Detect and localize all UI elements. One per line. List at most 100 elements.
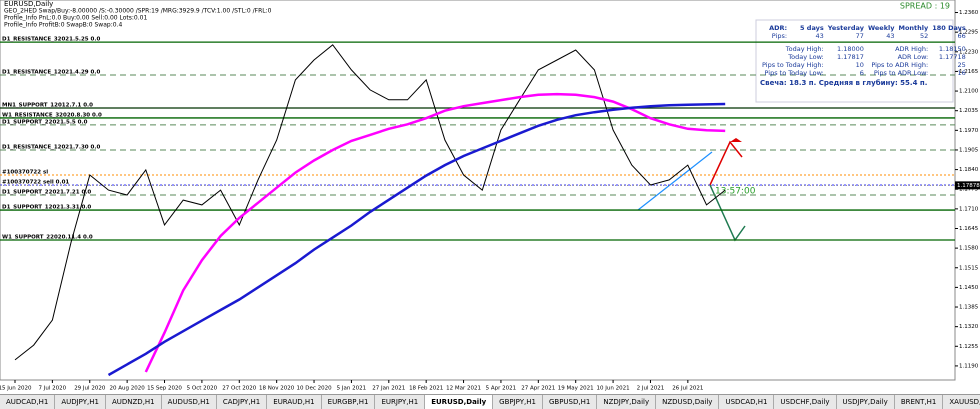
level-label: #100370722 sell 0.01 xyxy=(2,179,69,185)
info-cell: Pips to Today Low: xyxy=(764,69,824,77)
y-tick-label: 1.1190 xyxy=(959,363,979,369)
x-tick-label: 10 Jun 2021 xyxy=(597,386,630,392)
info-row: Pips to Today High: 10 Pips to ADR High: 25 xyxy=(760,61,968,69)
tab-bar: AUDCAD,H1 AUDJPY,H1 AUDNZD,H1 AUDUSD,H1 CADJ… xyxy=(0,394,980,409)
y-tick-label: 1.2035 xyxy=(959,108,979,114)
x-tick-label: 5 Apr 2021 xyxy=(486,386,517,392)
y-tick-label: 1.2165 xyxy=(959,69,979,75)
level-label: D1_RESISTANCE_12021.7.30 0.0 xyxy=(2,144,100,150)
chart-tab[interactable]: GBPJPY,H1 xyxy=(493,395,543,409)
level-label: D1_RESISTANCE_32021.5.25 0.0 xyxy=(2,37,100,43)
spread-label: SPREAD : 19 xyxy=(900,2,950,11)
info-cell: 66 xyxy=(957,32,966,40)
info-panel-bg xyxy=(755,19,954,103)
info-row: Pips: 43 77 43 52 66 xyxy=(760,32,968,40)
chart-title: EURUSD,Daily xyxy=(4,0,53,8)
x-tick-label: 18 Feb 2021 xyxy=(409,386,443,392)
y-tick-label: 1.2360 xyxy=(959,10,979,16)
x-tick-label: 5 Jan 2021 xyxy=(337,386,366,392)
chart-tab[interactable]: AUDCAD,H1 xyxy=(0,395,56,409)
indicator-line: GEO_2HED Swap/Buy:-8.00000 /S:-0.30000 /… xyxy=(4,8,272,15)
level-label: #100370722 sl xyxy=(2,170,48,176)
level-label: W1_SUPPORT_22020.11.4 0.0 xyxy=(2,234,93,240)
y-tick-label: 1.1515 xyxy=(959,265,979,271)
current-price-box xyxy=(955,181,980,190)
x-tick-label: 5 Oct 2020 xyxy=(187,386,218,392)
chart-tab[interactable]: USDCHF,Daily xyxy=(774,395,837,409)
chart-tab[interactable]: EURJPY,H1 xyxy=(375,395,426,409)
time-label: 13:57:00 xyxy=(715,187,756,197)
info-cell: 1.17817 xyxy=(837,53,864,61)
chart-tab[interactable]: AUDUSD,H1 xyxy=(162,395,217,409)
chart-tab[interactable]: USDJPY,Daily xyxy=(837,395,895,409)
y-tick-label: 1.2100 xyxy=(959,89,979,95)
chart-tab[interactable]: GBPUSD,H1 xyxy=(543,395,598,409)
level-label: MN1_SUPPORT_12012.7.1 0.0 xyxy=(2,102,93,108)
y-tick-label: 1.2295 xyxy=(959,30,979,36)
info-cell: 1.17718 xyxy=(938,53,966,61)
info-cell: 77 xyxy=(855,32,864,40)
info-cell: Yesterday xyxy=(827,24,864,32)
info-cell: ADR High: xyxy=(895,45,929,53)
chart-tab[interactable]: USDCAD,H1 xyxy=(719,395,775,409)
y-tick-label: 1.1970 xyxy=(959,128,979,134)
chart-tab[interactable]: NZDJPY,Daily xyxy=(597,395,657,409)
info-panel: ADR: 5 days Yesterday Weekly Monthly 180 Days… xyxy=(760,24,966,87)
chart-tab[interactable]: EURAUD,H1 xyxy=(267,395,322,409)
info-cell: 25 xyxy=(957,61,966,69)
y-tick-label: 1.1450 xyxy=(959,285,979,291)
x-tick-label: 15 Sep 2020 xyxy=(147,386,182,392)
info-cell: ADR Low: xyxy=(897,53,929,61)
level-label: D1_SUPPORT_22021.7.21 0.0 xyxy=(2,189,91,195)
info-cell: 52 xyxy=(919,32,929,40)
info-row: Today High: 1.18000 ADR High: 1.18150 xyxy=(760,45,968,53)
info-cell: Pips: xyxy=(771,32,788,40)
level-label: D1_SUPPORT_22021.5.5 0.0 xyxy=(2,119,88,125)
info-cell: Today Low: xyxy=(788,53,824,61)
info-cell: 43 xyxy=(886,32,895,40)
info-cell: 43 xyxy=(815,32,824,40)
x-tick-label: 7 Jul 2020 xyxy=(39,386,67,392)
level-label: D1_RESISTANCE_12021.4.29 0.0 xyxy=(2,70,100,76)
chart: EURUSD,Daily GEO_2HED Swap/Buy:-8.00000 … xyxy=(0,0,980,392)
info-summary: Свеча: 18.3 п. Средняя в глубину: 55.4 п… xyxy=(760,79,928,87)
info-cell: Monthly xyxy=(898,24,929,32)
info-cell: 1.18000 xyxy=(837,45,864,53)
y-tick-label: 1.2230 xyxy=(959,49,979,55)
info-cell: 180 Days xyxy=(932,24,966,32)
info-cell: Weekly xyxy=(867,24,895,32)
trend-line xyxy=(637,151,713,211)
y-tick-label: 1.1580 xyxy=(959,246,979,252)
chart-tab[interactable]: AUDJPY,H1 xyxy=(55,395,106,409)
y-tick-label: 1.1840 xyxy=(959,167,979,173)
current-price-label: 1.17878 xyxy=(957,183,980,189)
info-cell: 16 xyxy=(957,69,966,77)
info-cell: 5 days xyxy=(800,24,824,32)
info-cell: Pips to Today High: xyxy=(762,61,824,69)
chart-tab[interactable]: BRENT,H1 xyxy=(895,395,944,409)
arrow-head xyxy=(730,138,742,142)
x-tick-label: 27 Jan 2021 xyxy=(372,386,405,392)
chart-tab[interactable]: NZDUSD,Daily xyxy=(656,395,720,409)
level-label: W1_RESISTANCE_32020.8.30 0.0 xyxy=(2,112,102,118)
info-cell: ADR: xyxy=(769,24,788,32)
info-cell: 10 xyxy=(855,61,864,69)
x-tick-label: 18 Nov 2020 xyxy=(259,386,295,392)
chart-tab[interactable]: AUDNZD,H1 xyxy=(106,395,162,409)
chart-tab[interactable]: XAUUSD,H1 xyxy=(943,395,980,409)
x-tick-label: 12 Mar 2021 xyxy=(446,386,481,392)
y-tick-label: 1.1905 xyxy=(959,147,979,153)
level-label: D1_SUPPORT_12021.3.31 0.0 xyxy=(2,205,91,211)
info-row: ADR: 5 days Yesterday Weekly Monthly 180 Days xyxy=(760,24,968,32)
chart-tab[interactable]: CADJPY,H1 xyxy=(217,395,268,409)
info-cell: Today High: xyxy=(785,45,824,53)
x-tick-label: 2 Jul 2021 xyxy=(637,386,665,392)
info-cell: 1.18150 xyxy=(938,45,966,53)
chart-tab[interactable]: EURUSD,Daily xyxy=(425,395,494,409)
chart-tab[interactable]: EURGBP,H1 xyxy=(322,395,376,409)
info-cell: Pips to ADR Low: xyxy=(873,69,929,77)
info-table: ADR: 5 days Yesterday Weekly Monthly 180 Days… xyxy=(760,24,968,77)
y-tick-label: 1.1645 xyxy=(959,226,979,232)
x-tick-label: 26 Jul 2021 xyxy=(672,386,703,392)
